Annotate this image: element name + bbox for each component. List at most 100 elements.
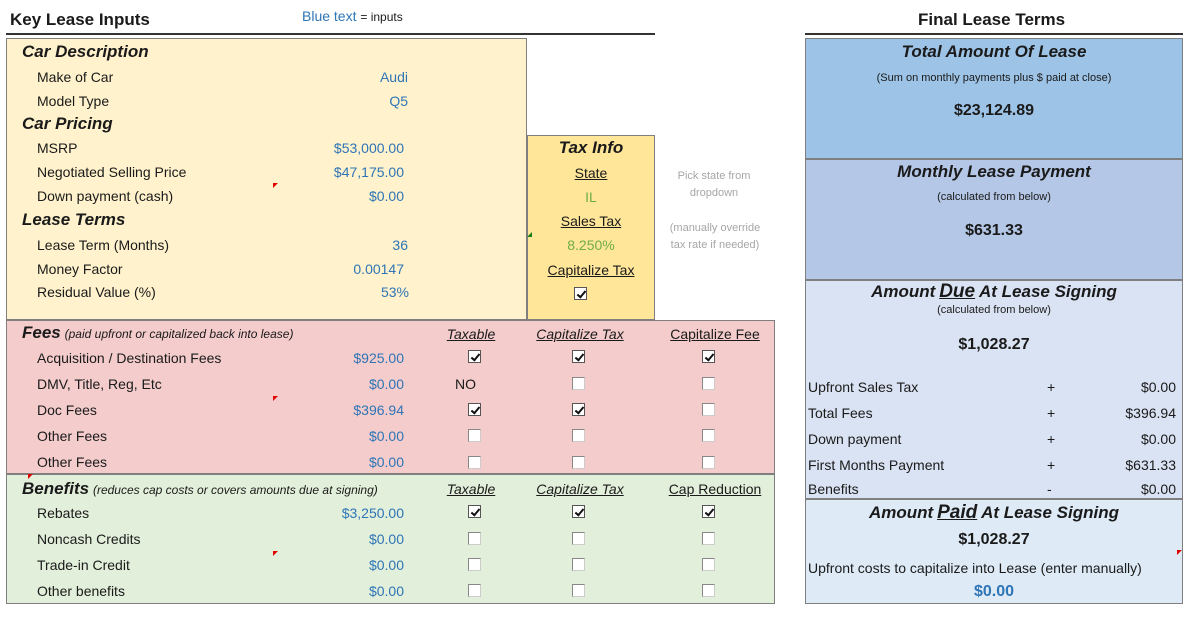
monthly-payment-value: $631.33 — [965, 222, 1023, 239]
benefit-capitalize-tax-checkbox[interactable] — [572, 584, 585, 597]
override-note: (manually override tax rate if needed) — [669, 222, 761, 251]
benefits-col-capitalize-tax: Capitalize Tax — [536, 481, 624, 497]
fees-heading-row: Fees (paid upfront or capitalized back i… — [22, 323, 293, 343]
fee-capitalize-fee-checkbox[interactable] — [702, 403, 715, 416]
due-at-signing-note: (calculated from below) — [937, 304, 1051, 316]
fee-input[interactable]: $396.94 — [353, 402, 404, 418]
due-row-value: $0.00 — [1140, 481, 1176, 497]
benefit-taxable-checkbox[interactable] — [468, 532, 481, 545]
fee-input[interactable]: $925.00 — [353, 350, 404, 366]
due-at-signing-heading: Amount Due At Lease Signing — [871, 281, 1117, 302]
money-factor-input[interactable]: 0.00147 — [353, 261, 404, 277]
tax-info-heading: Tax Info — [558, 138, 624, 157]
legend: Blue text = inputs — [302, 8, 403, 24]
fee-capitalize-tax-checkbox[interactable] — [572, 350, 585, 363]
state-dropdown[interactable]: IL — [585, 189, 597, 205]
residual-input[interactable]: 53% — [380, 284, 409, 300]
capitalize-tax-label: Capitalize Tax — [547, 262, 635, 278]
benefit-input[interactable]: $0.00 — [368, 557, 404, 573]
benefits-panel — [6, 474, 775, 604]
benefits-col-cap-reduction: Cap Reduction — [668, 481, 762, 497]
fee-capitalize-tax-checkbox[interactable] — [572, 456, 585, 469]
fee-capitalize-fee-checkbox[interactable] — [702, 456, 715, 469]
lease-term-input[interactable]: 36 — [392, 237, 408, 253]
upfront-capitalize-input[interactable]: $0.00 — [973, 583, 1015, 600]
due-row-op: + — [1047, 405, 1056, 421]
fee-label: Acquisition / Destination Fees — [37, 350, 222, 366]
fee-input[interactable]: $0.00 — [368, 376, 404, 392]
make-input[interactable]: Audi — [379, 69, 408, 85]
residual-label: Residual Value (%) — [37, 284, 156, 300]
fee-capitalize-fee-checkbox[interactable] — [702, 429, 715, 442]
benefit-taxable-checkbox[interactable] — [468, 584, 481, 597]
comment-marker[interactable] — [273, 183, 278, 188]
benefits-col-taxable: Taxable — [446, 481, 496, 497]
fees-col-capitalize-fee: Capitalize Fee — [670, 326, 760, 342]
fee-taxable-checkbox[interactable] — [468, 403, 481, 416]
header-rule-right — [805, 33, 1183, 35]
due-row-value: $631.33 — [1125, 457, 1176, 473]
selling-price-input[interactable]: $47,175.00 — [333, 164, 404, 180]
due-row-value: $0.00 — [1140, 431, 1176, 447]
down-payment-input[interactable]: $0.00 — [368, 188, 404, 204]
lease-term-label: Lease Term (Months) — [37, 237, 170, 253]
car-inputs-panel — [6, 38, 527, 320]
fee-capitalize-tax-checkbox[interactable] — [572, 403, 585, 416]
fee-label: Other Fees — [37, 454, 108, 470]
fee-taxable-checkbox[interactable] — [468, 429, 481, 442]
fee-taxable-checkbox[interactable] — [468, 350, 481, 363]
benefit-input[interactable]: $3,250.00 — [341, 505, 404, 521]
benefit-cap-reduction-checkbox[interactable] — [702, 532, 715, 545]
benefit-capitalize-tax-checkbox[interactable] — [572, 505, 585, 518]
benefit-input[interactable]: $0.00 — [368, 531, 404, 547]
benefit-capitalize-tax-checkbox[interactable] — [572, 558, 585, 571]
due-row-label: Down payment — [808, 431, 902, 447]
fee-taxable-checkbox[interactable] — [468, 456, 481, 469]
legend-blue-text: Blue text — [302, 8, 357, 24]
fee-input[interactable]: $0.00 — [368, 428, 404, 444]
due-row-op: + — [1047, 457, 1056, 473]
upfront-capitalize-label: Upfront costs to capitalize into Lease (… — [808, 560, 1142, 576]
comment-marker[interactable] — [28, 474, 33, 479]
total-lease-value: $23,124.89 — [953, 102, 1035, 119]
car-description-heading: Car Description — [22, 42, 149, 61]
page-title: Key Lease Inputs — [10, 10, 150, 29]
total-lease-panel — [805, 38, 1183, 159]
tax-info-panel — [527, 135, 655, 320]
comment-marker[interactable] — [273, 396, 278, 401]
msrp-input[interactable]: $53,000.00 — [333, 140, 404, 156]
due-row-value: $0.00 — [1140, 379, 1176, 395]
fee-capitalize-fee-checkbox[interactable] — [702, 350, 715, 363]
comment-marker[interactable] — [1177, 550, 1182, 555]
fee-capitalize-fee-checkbox[interactable] — [702, 377, 715, 390]
sales-tax-label: Sales Tax — [560, 213, 622, 229]
fees-col-capitalize-tax: Capitalize Tax — [536, 326, 624, 342]
sales-tax-value[interactable]: 8.250% — [567, 237, 615, 253]
benefit-taxable-checkbox[interactable] — [468, 558, 481, 571]
money-factor-label: Money Factor — [37, 261, 123, 277]
due-row-label: Upfront Sales Tax — [808, 379, 919, 395]
benefit-taxable-checkbox[interactable] — [468, 505, 481, 518]
comment-marker[interactable] — [273, 551, 278, 556]
benefit-cap-reduction-checkbox[interactable] — [702, 505, 715, 518]
benefit-cap-reduction-checkbox[interactable] — [702, 558, 715, 571]
paid-at-signing-value: $1,028.27 — [958, 531, 1030, 548]
benefit-label: Rebates — [37, 505, 90, 521]
msrp-label: MSRP — [37, 140, 78, 156]
fee-input[interactable]: $0.00 — [368, 454, 404, 470]
monthly-payment-heading: Monthly Lease Payment — [897, 162, 1091, 181]
fees-panel — [6, 320, 775, 474]
paid-at-signing-panel — [805, 499, 1183, 604]
benefit-capitalize-tax-checkbox[interactable] — [572, 532, 585, 545]
fee-label: Doc Fees — [37, 402, 97, 418]
model-input[interactable]: Q5 — [389, 93, 408, 109]
benefit-cap-reduction-checkbox[interactable] — [702, 584, 715, 597]
due-row-value: $396.94 — [1125, 405, 1176, 421]
total-lease-heading: Total Amount Of Lease — [901, 42, 1087, 61]
formula-marker — [527, 232, 532, 237]
fee-capitalize-tax-checkbox[interactable] — [572, 377, 585, 390]
capitalize-tax-checkbox[interactable] — [574, 287, 587, 300]
benefit-input[interactable]: $0.00 — [368, 583, 404, 599]
fee-capitalize-tax-checkbox[interactable] — [572, 429, 585, 442]
due-row-label: First Months Payment — [808, 457, 945, 473]
